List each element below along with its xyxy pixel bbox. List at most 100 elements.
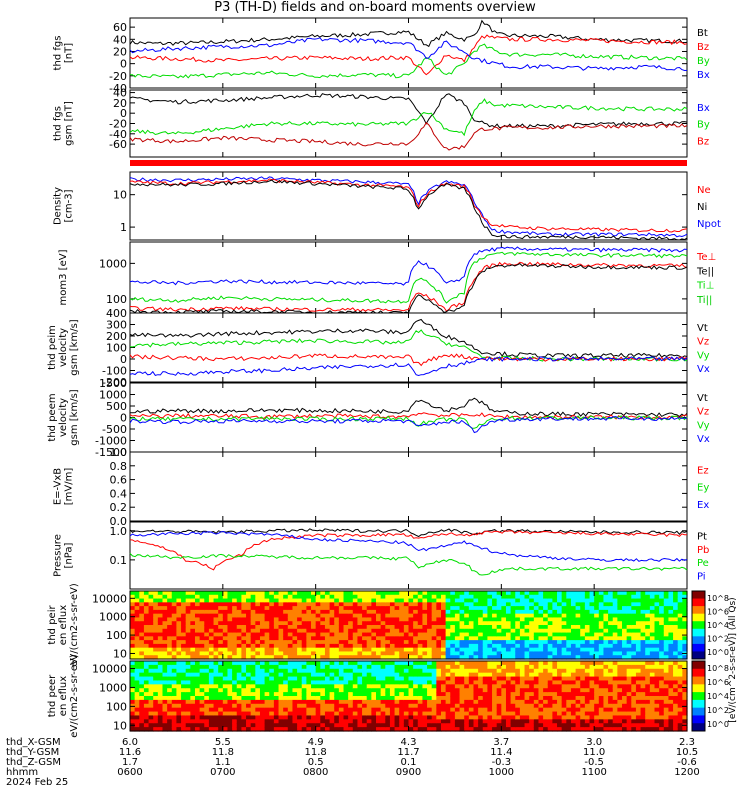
- colorbar-swatch: [692, 676, 705, 685]
- heatmap-cell: [440, 591, 447, 596]
- heatmap-cell: [176, 640, 182, 645]
- heatmap-cell: [250, 696, 256, 701]
- heatmap-cell: [190, 664, 196, 670]
- heatmap-cell: [287, 688, 294, 693]
- heatmap-cell: [561, 594, 567, 600]
- heatmap-cell: [264, 703, 270, 709]
- heatmap-cell: [403, 707, 410, 713]
- heatmap-cell: [338, 643, 345, 649]
- heatmap-cell: [352, 613, 359, 619]
- heatmap-cell: [608, 613, 614, 619]
- heatmap-cell: [208, 594, 215, 600]
- heatmap-cell: [153, 715, 159, 720]
- heatmap-cell: [338, 661, 345, 666]
- heatmap-cell: [301, 684, 307, 689]
- heatmap-cell: [478, 692, 484, 697]
- heatmap-cell: [436, 594, 442, 600]
- heatmap-cell: [324, 602, 331, 607]
- heatmap-cell: [134, 598, 140, 603]
- heatmap-cell: [570, 617, 577, 622]
- heatmap-cell: [389, 625, 396, 630]
- heatmap-cell: [148, 680, 154, 685]
- heatmap-cell: [194, 664, 201, 670]
- heatmap-cell: [213, 647, 219, 653]
- heatmap-cell: [645, 715, 651, 720]
- heatmap-cell: [677, 664, 683, 670]
- heatmap-cell: [204, 676, 210, 682]
- heatmap-cell: [269, 625, 275, 630]
- heatmap-cell: [301, 613, 307, 619]
- heatmap-cell: [468, 602, 475, 607]
- heatmap-cell: [134, 688, 140, 693]
- heatmap-cell: [427, 688, 433, 693]
- heatmap-cell: [496, 668, 502, 674]
- heatmap-cell: [570, 647, 577, 653]
- heatmap-cell: [543, 647, 549, 653]
- heatmap-cell: [603, 647, 609, 653]
- heatmap-cell: [273, 684, 280, 689]
- heatmap-cell: [167, 655, 173, 660]
- heatmap-cell: [181, 715, 187, 720]
- heatmap-cell: [682, 684, 688, 689]
- heatmap-cell: [134, 699, 140, 705]
- heatmap-cell: [505, 727, 512, 732]
- heatmap-cell: [492, 606, 498, 611]
- heatmap-cell: [181, 632, 187, 637]
- heatmap-cell: [130, 606, 136, 611]
- heatmap-cell: [570, 591, 577, 596]
- heatmap-cell: [176, 719, 182, 724]
- heatmap-cell: [445, 625, 451, 630]
- heatmap-cell: [259, 703, 266, 709]
- heatmap-cell: [608, 727, 614, 732]
- heatmap-cell: [153, 594, 159, 600]
- heatmap-cell: [297, 591, 303, 596]
- heatmap-cell: [659, 617, 665, 622]
- heatmap-cell: [148, 591, 154, 596]
- heatmap-cell: [338, 640, 345, 645]
- heatmap-cell: [348, 598, 354, 603]
- heatmap-cell: [153, 723, 159, 728]
- heatmap-cell: [232, 609, 238, 615]
- heatmap-cell: [213, 594, 219, 600]
- heatmap-cell: [348, 640, 354, 645]
- heatmap-cell: [552, 647, 558, 653]
- colorbar-swatch: [692, 606, 705, 615]
- heatmap-cell: [134, 628, 140, 634]
- heatmap-cell: [273, 696, 280, 701]
- heatmap-cell: [635, 707, 642, 713]
- heatmap-cell: [663, 707, 670, 713]
- y-tick-label: 1500: [99, 377, 127, 390]
- heatmap-cell: [575, 594, 581, 600]
- heatmap-cell: [213, 664, 219, 670]
- heatmap-cell: [408, 707, 414, 713]
- heatmap-cell: [213, 591, 219, 596]
- heatmap-cell: [459, 609, 465, 615]
- heatmap-cell: [547, 609, 553, 615]
- heatmap-cell: [454, 723, 461, 728]
- heatmap-cell: [626, 684, 632, 689]
- heatmap-cell: [139, 719, 145, 724]
- y-tick-label: 40: [113, 87, 127, 100]
- heatmap-cell: [436, 727, 442, 732]
- heatmap-cell: [645, 617, 651, 622]
- heatmap-cell: [371, 723, 377, 728]
- heatmap-cell: [139, 715, 145, 720]
- heatmap-cell: [348, 719, 354, 724]
- heatmap-cell: [408, 692, 414, 697]
- heatmap-cell: [445, 688, 451, 693]
- heatmap-cell: [594, 632, 600, 637]
- heatmap-cell: [297, 651, 303, 656]
- heatmap-cell: [380, 684, 386, 689]
- heatmap-cell: [130, 647, 136, 653]
- heatmap-cell: [408, 715, 414, 720]
- heatmap-cell: [352, 672, 359, 678]
- heatmap-cell: [580, 699, 586, 705]
- heatmap-cell: [394, 676, 400, 682]
- heatmap-cell: [538, 676, 544, 682]
- heatmap-cell: [682, 668, 688, 674]
- heatmap-cell: [357, 707, 363, 713]
- heatmap-cell: [575, 621, 581, 626]
- heatmap-cell: [227, 617, 233, 622]
- heatmap-cell: [208, 628, 215, 634]
- heatmap-cell: [204, 711, 210, 717]
